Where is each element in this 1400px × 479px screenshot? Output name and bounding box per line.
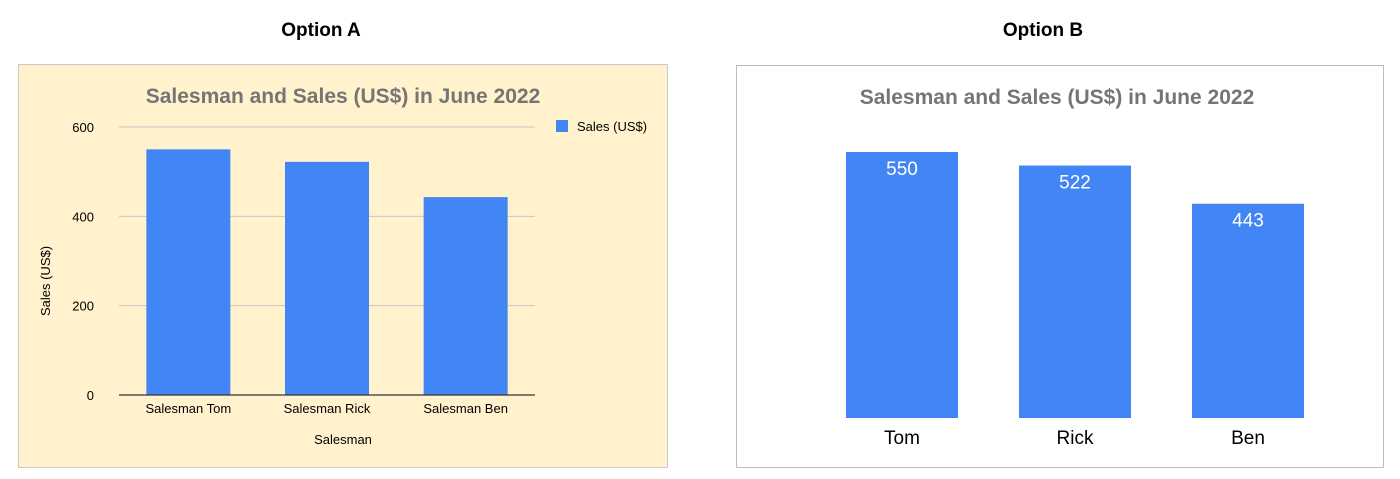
chart-b-x-ticks: Tom Rick Ben xyxy=(884,428,1265,449)
chart-a-panel: Salesman and Sales (US$) in June 2022 0 2… xyxy=(18,64,668,468)
chart-a-y-axis-title: Sales (US$) xyxy=(38,246,53,316)
y-tick-label: 0 xyxy=(87,388,94,403)
bar xyxy=(1192,203,1304,418)
chart-a-bars xyxy=(119,149,535,396)
bar xyxy=(423,197,508,395)
legend-swatch xyxy=(556,120,568,132)
bar xyxy=(146,149,231,395)
chart-b-svg: Salesman and Sales (US$) in June 2022 55… xyxy=(846,86,1304,449)
data-label: 550 xyxy=(886,159,918,180)
x-tick-label: Salesman Rick xyxy=(284,401,371,416)
y-tick-label: 600 xyxy=(72,120,94,135)
data-label: 443 xyxy=(1232,211,1264,232)
option-b-heading: Option B xyxy=(1002,20,1084,41)
bar xyxy=(1019,165,1131,418)
chart-a-title: Salesman and Sales (US$) in June 2022 xyxy=(146,85,541,108)
bar xyxy=(846,152,958,418)
chart-a-legend: Sales (US$) xyxy=(556,119,647,134)
chart-a-x-ticks: Salesman Tom Salesman Rick Salesman Ben xyxy=(145,401,507,416)
chart-b-panel: Salesman and Sales (US$) in June 2022 55… xyxy=(736,65,1384,468)
x-tick-label: Salesman Ben xyxy=(423,401,508,416)
legend-label: Sales (US$) xyxy=(577,119,647,134)
y-tick-label: 200 xyxy=(72,299,94,314)
y-tick-label: 400 xyxy=(72,209,94,224)
option-a-heading: Option A xyxy=(281,20,361,41)
chart-b-bars xyxy=(846,152,1304,418)
chart-b-title: Salesman and Sales (US$) in June 2022 xyxy=(860,86,1255,109)
chart-a-svg: Salesman and Sales (US$) in June 2022 0 2… xyxy=(38,85,647,447)
x-tick-label: Salesman Tom xyxy=(145,401,231,416)
chart-a-y-ticks: 0 200 400 600 xyxy=(72,120,94,403)
x-tick-label: Tom xyxy=(884,428,920,449)
bar xyxy=(285,161,369,395)
x-tick-label: Rick xyxy=(1057,428,1094,449)
chart-a-x-axis-title: Salesman xyxy=(314,432,372,447)
x-tick-label: Ben xyxy=(1231,428,1265,449)
chart-b-data-labels: 550 522 443 xyxy=(886,159,1264,232)
data-label: 522 xyxy=(1059,173,1091,194)
